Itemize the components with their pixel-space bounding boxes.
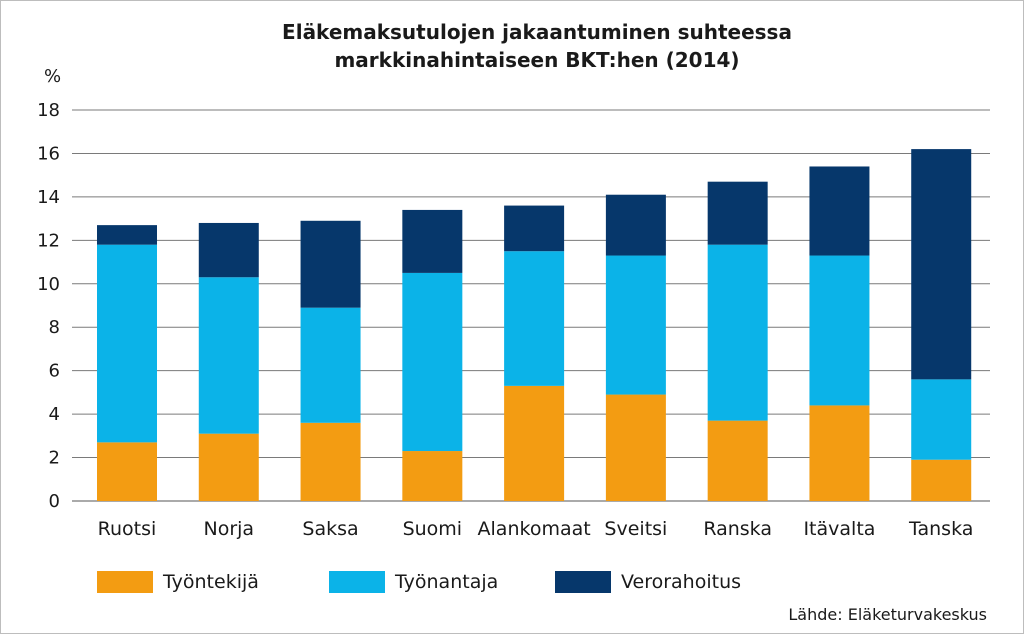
bar-segment-verorahoitus <box>605 194 666 256</box>
y-tick-labels: 0 2 4 6 8 10 12 14 16 18 <box>37 100 60 512</box>
bar-segment-työntekijä <box>198 433 259 501</box>
y-tick-label: 4 <box>49 404 60 425</box>
y-tick-label: 18 <box>37 100 60 121</box>
y-tick-label: 6 <box>49 361 60 382</box>
y-tick-label: 16 <box>37 143 60 164</box>
x-category-label: Ruotsi <box>98 518 157 540</box>
y-tick-label: 8 <box>49 317 60 338</box>
bar-segment-työntekijä <box>605 394 666 501</box>
bar-segment-verorahoitus <box>402 209 463 273</box>
x-category-label: Norja <box>203 518 254 540</box>
legend-label: Verorahoitus <box>621 571 741 593</box>
x-category-labels: Ruotsi Norja Saksa Suomi Alankomaat Sveitsi Ra… <box>98 518 974 540</box>
legend-swatch <box>329 571 385 593</box>
bar-segment-työnantaja <box>300 307 361 423</box>
x-category-label: Suomi <box>403 518 463 540</box>
bar-segment-työntekijä <box>300 422 361 501</box>
bar-segment-työntekijä <box>911 459 972 501</box>
x-category-label: Saksa <box>302 518 358 540</box>
y-tick-label: 2 <box>49 448 60 469</box>
bar-segment-työntekijä <box>707 420 768 501</box>
x-category-label: Itävalta <box>803 518 875 540</box>
y-tick-label: 0 <box>49 491 60 512</box>
source-note: Lähde: Eläketurvakeskus <box>788 605 987 624</box>
legend: Työntekijä Työnantaja Verorahoitus <box>97 571 741 593</box>
bar-segment-työnantaja <box>97 244 157 443</box>
x-category-label: Ranska <box>703 518 772 540</box>
bars <box>97 149 972 501</box>
bar-segment-työnantaja <box>911 379 972 460</box>
chart-title-line-2: markkinahintaiseen BKT:hen (2014) <box>334 48 740 72</box>
bar-segment-työnantaja <box>504 251 565 386</box>
bar-segment-verorahoitus <box>300 220 361 308</box>
chart-title: Eläkemaksutulojen jakaantuminen suhteess… <box>170 18 904 74</box>
y-tick-label: 12 <box>37 230 60 251</box>
legend-swatch <box>555 571 611 593</box>
y-tick-label: 10 <box>37 274 60 295</box>
bar-segment-verorahoitus <box>809 166 870 256</box>
bar-segment-verorahoitus <box>504 205 565 252</box>
y-tick-label: 14 <box>37 187 60 208</box>
chart-title-line-1: Eläkemaksutulojen jakaantuminen suhteess… <box>282 20 792 44</box>
bar-segment-työnantaja <box>707 244 768 421</box>
x-category-label: Tanska <box>908 518 973 540</box>
legend-label: Työnantaja <box>394 571 498 593</box>
bar-segment-verorahoitus <box>911 149 972 380</box>
bar-segment-työnantaja <box>809 255 870 406</box>
bar-segment-verorahoitus <box>198 222 259 278</box>
y-axis-unit-label: % <box>44 66 61 87</box>
legend-label: Työntekijä <box>162 571 259 593</box>
bar-segment-verorahoitus <box>707 181 768 245</box>
bar-segment-työntekijä <box>97 442 157 501</box>
legend-swatch <box>97 571 153 593</box>
bar-segment-työntekijä <box>809 405 870 501</box>
x-category-label: Sveitsi <box>604 518 667 540</box>
bar-segment-työnantaja <box>402 272 463 452</box>
bar-segment-työnantaja <box>198 277 259 434</box>
bar-segment-työntekijä <box>402 451 463 501</box>
bar-segment-työnantaja <box>605 255 666 395</box>
bar-segment-työntekijä <box>504 385 565 501</box>
x-category-label: Alankomaat <box>478 518 591 540</box>
bar-segment-verorahoitus <box>97 225 157 245</box>
